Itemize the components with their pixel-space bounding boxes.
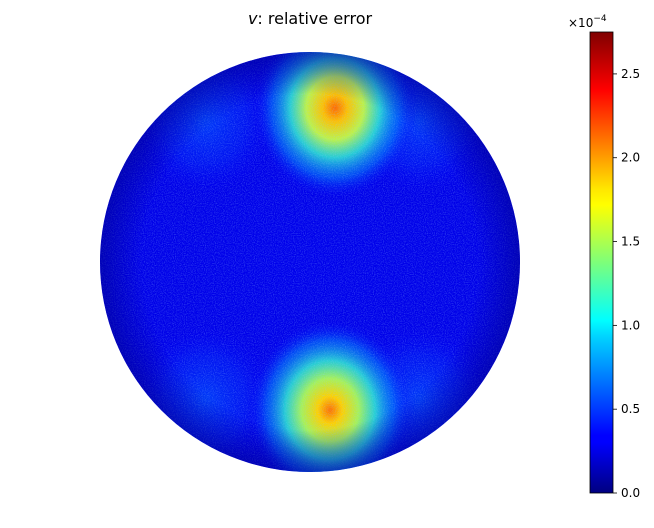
colorbar-tick-label: 1.5 — [621, 235, 640, 249]
colorbar: ×10−4 0.0 0.5 1.0 1.5 2.0 2.5 — [568, 14, 640, 500]
disk-rim — [100, 52, 520, 472]
chart-title: v: relative error — [248, 9, 373, 28]
colorbar-tick-label: 2.0 — [621, 151, 640, 165]
colorbar-ticks: 0.0 0.5 1.0 1.5 2.0 2.5 — [613, 67, 640, 500]
title-text: : relative error — [257, 9, 372, 28]
colorbar-tick-label: 1.0 — [621, 318, 640, 332]
colorbar-gradient — [589, 31, 614, 494]
colorbar-multiplier: ×10−4 — [568, 14, 607, 30]
colorbar-tick-label: 2.5 — [621, 67, 640, 81]
colorbar-tick-label: 0.5 — [621, 402, 640, 416]
heatmap-disk — [100, 52, 520, 472]
colorbar-tick-label: 0.0 — [621, 486, 640, 500]
title-variable: v — [248, 9, 258, 28]
